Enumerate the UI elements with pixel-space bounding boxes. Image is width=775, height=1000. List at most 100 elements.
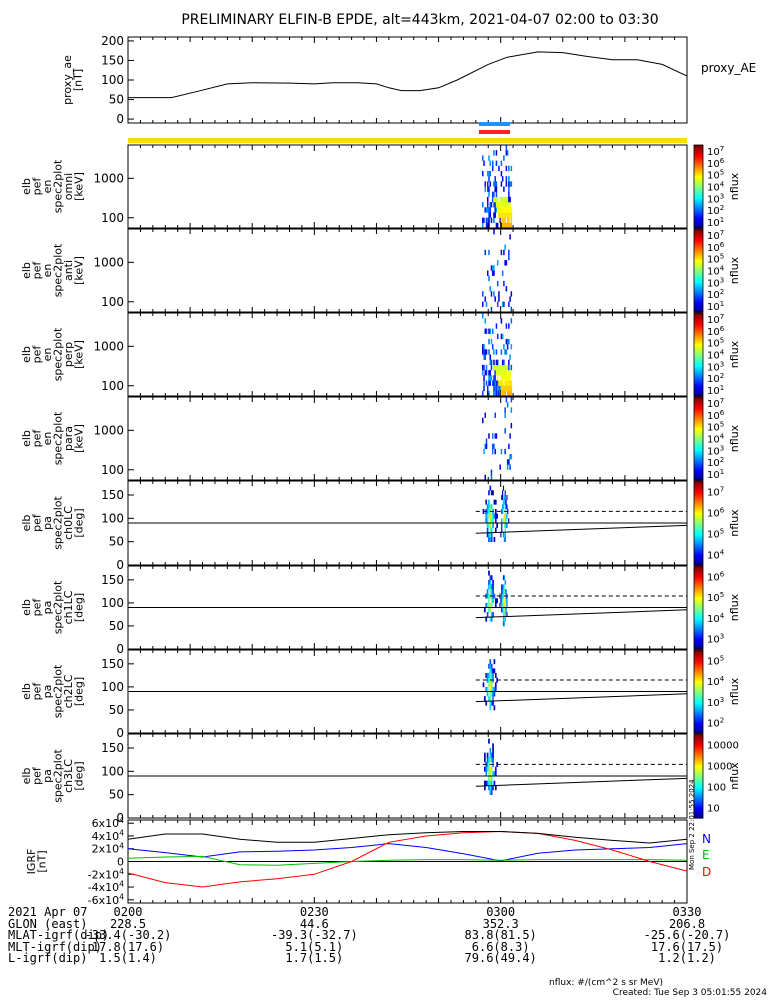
pa-ch2-cell [489,691,492,697]
pa-ch2-colorbar-cell [694,699,703,703]
spec-omni-cell [483,160,485,166]
spec-omni-cell [508,196,510,203]
spec-omni-colorbar-cell [694,188,703,192]
spec-para-ylabel: elb [20,430,33,447]
proxy-ae-ytick-label: 50 [109,93,124,107]
spec-perp-cell [496,370,499,376]
spec-para-colorbar-frame [693,396,704,481]
spec-omni-cell [508,186,510,192]
pa-ch1-colorbar-cell [694,613,703,617]
pa-ch0-cell [503,513,505,519]
spec-para-cell [499,464,501,470]
pa-ch1-cell [489,602,492,608]
spec-omni-cell [503,202,505,208]
spec-perp-cell [509,390,511,397]
spec-perp-colorbar-cell [694,329,703,333]
spec-anti-colorbar-cell [694,285,703,288]
spec-perp-colorbar-cell [694,391,703,395]
spec-omni-cell [495,160,498,166]
spec-omni-cell [491,165,494,172]
spec-perp-colorbar-tick: 105 [707,337,724,350]
pa-ch1-cell [494,602,497,608]
spec-para-colorbar-cell [694,438,703,442]
spec-perp-colorbar-cell [694,375,703,378]
spec-perp-cell [501,359,504,366]
pa-ch1-cell [488,584,490,590]
pa-ch1-colorbar-cell [694,597,703,600]
spec-perp-cell [490,364,493,371]
pa-ch1-colorbar-frame [693,565,704,650]
spec-anti-cell [489,286,491,292]
spec-perp-cell [505,385,508,392]
pa-ch2-cell [493,668,496,674]
spec-perp-cell [482,370,484,376]
spec-perp-cell [504,370,506,376]
pa-ch1-ylabel: pef [30,598,43,617]
pa-ch0-cell [488,490,490,496]
pa-ch3-colorbar: 10 100 1000 10000 nflux [693,733,741,819]
spec-perp-cell [506,385,509,392]
spec-perp-cell [494,364,496,371]
pa-ch1-colorbar-cell [694,586,703,590]
spec-perp-cell [482,349,484,355]
pa-ch2-colorbar-cell [694,681,703,684]
spec-anti-cells [482,229,513,313]
pa-ch1-colorbar-cell [694,572,703,575]
pa-ch1-cell [504,616,506,622]
pa-ch0-cell [506,495,508,500]
pa-ch0-cell [503,495,505,500]
spec-omni-cell [495,202,498,208]
pa-ch0-colorbar-cell [694,489,703,493]
pa-ch2-cell [492,673,494,678]
pa-ch0-colorbar-cell [694,535,703,539]
proxy-ae-ylabel: [nT] [71,69,84,91]
spec-omni-cell [501,217,504,224]
spec-anti-colorbar-cell [694,231,703,234]
pa-ch3-colorbar-cell [694,790,703,794]
pa-ch3-cell [489,766,492,772]
pa-ch0-cell [488,523,490,528]
pa-ch1-cell [488,607,490,613]
spec-perp-cell [483,364,485,371]
pa-ch0-cell [501,527,503,533]
spec-perp-cell [510,380,513,386]
spec-omni-colorbar-cell [694,155,703,159]
pa-ch3-colorbar-cell [694,813,703,817]
spec-perp-cell [494,370,496,376]
spec-perp-cell [483,375,485,381]
pa-ch3-colorbar-tick: 10000 [707,741,739,752]
pa-ch2-cell [494,686,497,692]
spec-perp-cell [494,390,496,397]
spec-omni-cell [510,222,513,229]
spec-omni-cell [493,181,495,187]
spec-perp-colorbar-cell [694,317,703,320]
pa-ch3-colorbar-cell [694,752,703,756]
spec-perp-cell [505,349,508,355]
pa-ch1-cell [502,584,504,590]
pa-ch2-ytick-label: 150 [101,657,124,671]
pa-ch2-cell [492,696,494,702]
spec-omni-colorbar-label: nflux [728,172,741,200]
pa-ch1-cell [486,612,489,618]
spec-perp-cell [496,385,499,392]
spec-perp-cell [503,375,505,381]
spec-anti-cell [498,291,500,297]
spec-anti-colorbar-cell [694,229,703,232]
spec-omni-cell [503,155,505,161]
spec-para-cell [483,448,485,455]
spec-omni-cell [499,217,501,224]
pa-ch0-cell [485,499,488,505]
spec-omni-frame [127,144,688,229]
pa-ch3-ylabel: elb [20,768,33,785]
units-footnote: nflux: #/(cm^2 s sr MeV) [549,978,663,988]
spec-omni-cell [503,186,505,192]
spec-anti-cell [501,270,504,276]
pa-ch1-colorbar-cell [694,640,703,644]
pa-ch3-cell [488,757,490,763]
spec-perp-cell [488,380,490,386]
pa-ch0-cell [494,499,497,505]
pa-ch2-colorbar-cell [694,670,703,674]
pa-ch2-cell [490,668,493,674]
spec-anti-cell [493,265,495,271]
spec-para-cell [484,474,487,481]
